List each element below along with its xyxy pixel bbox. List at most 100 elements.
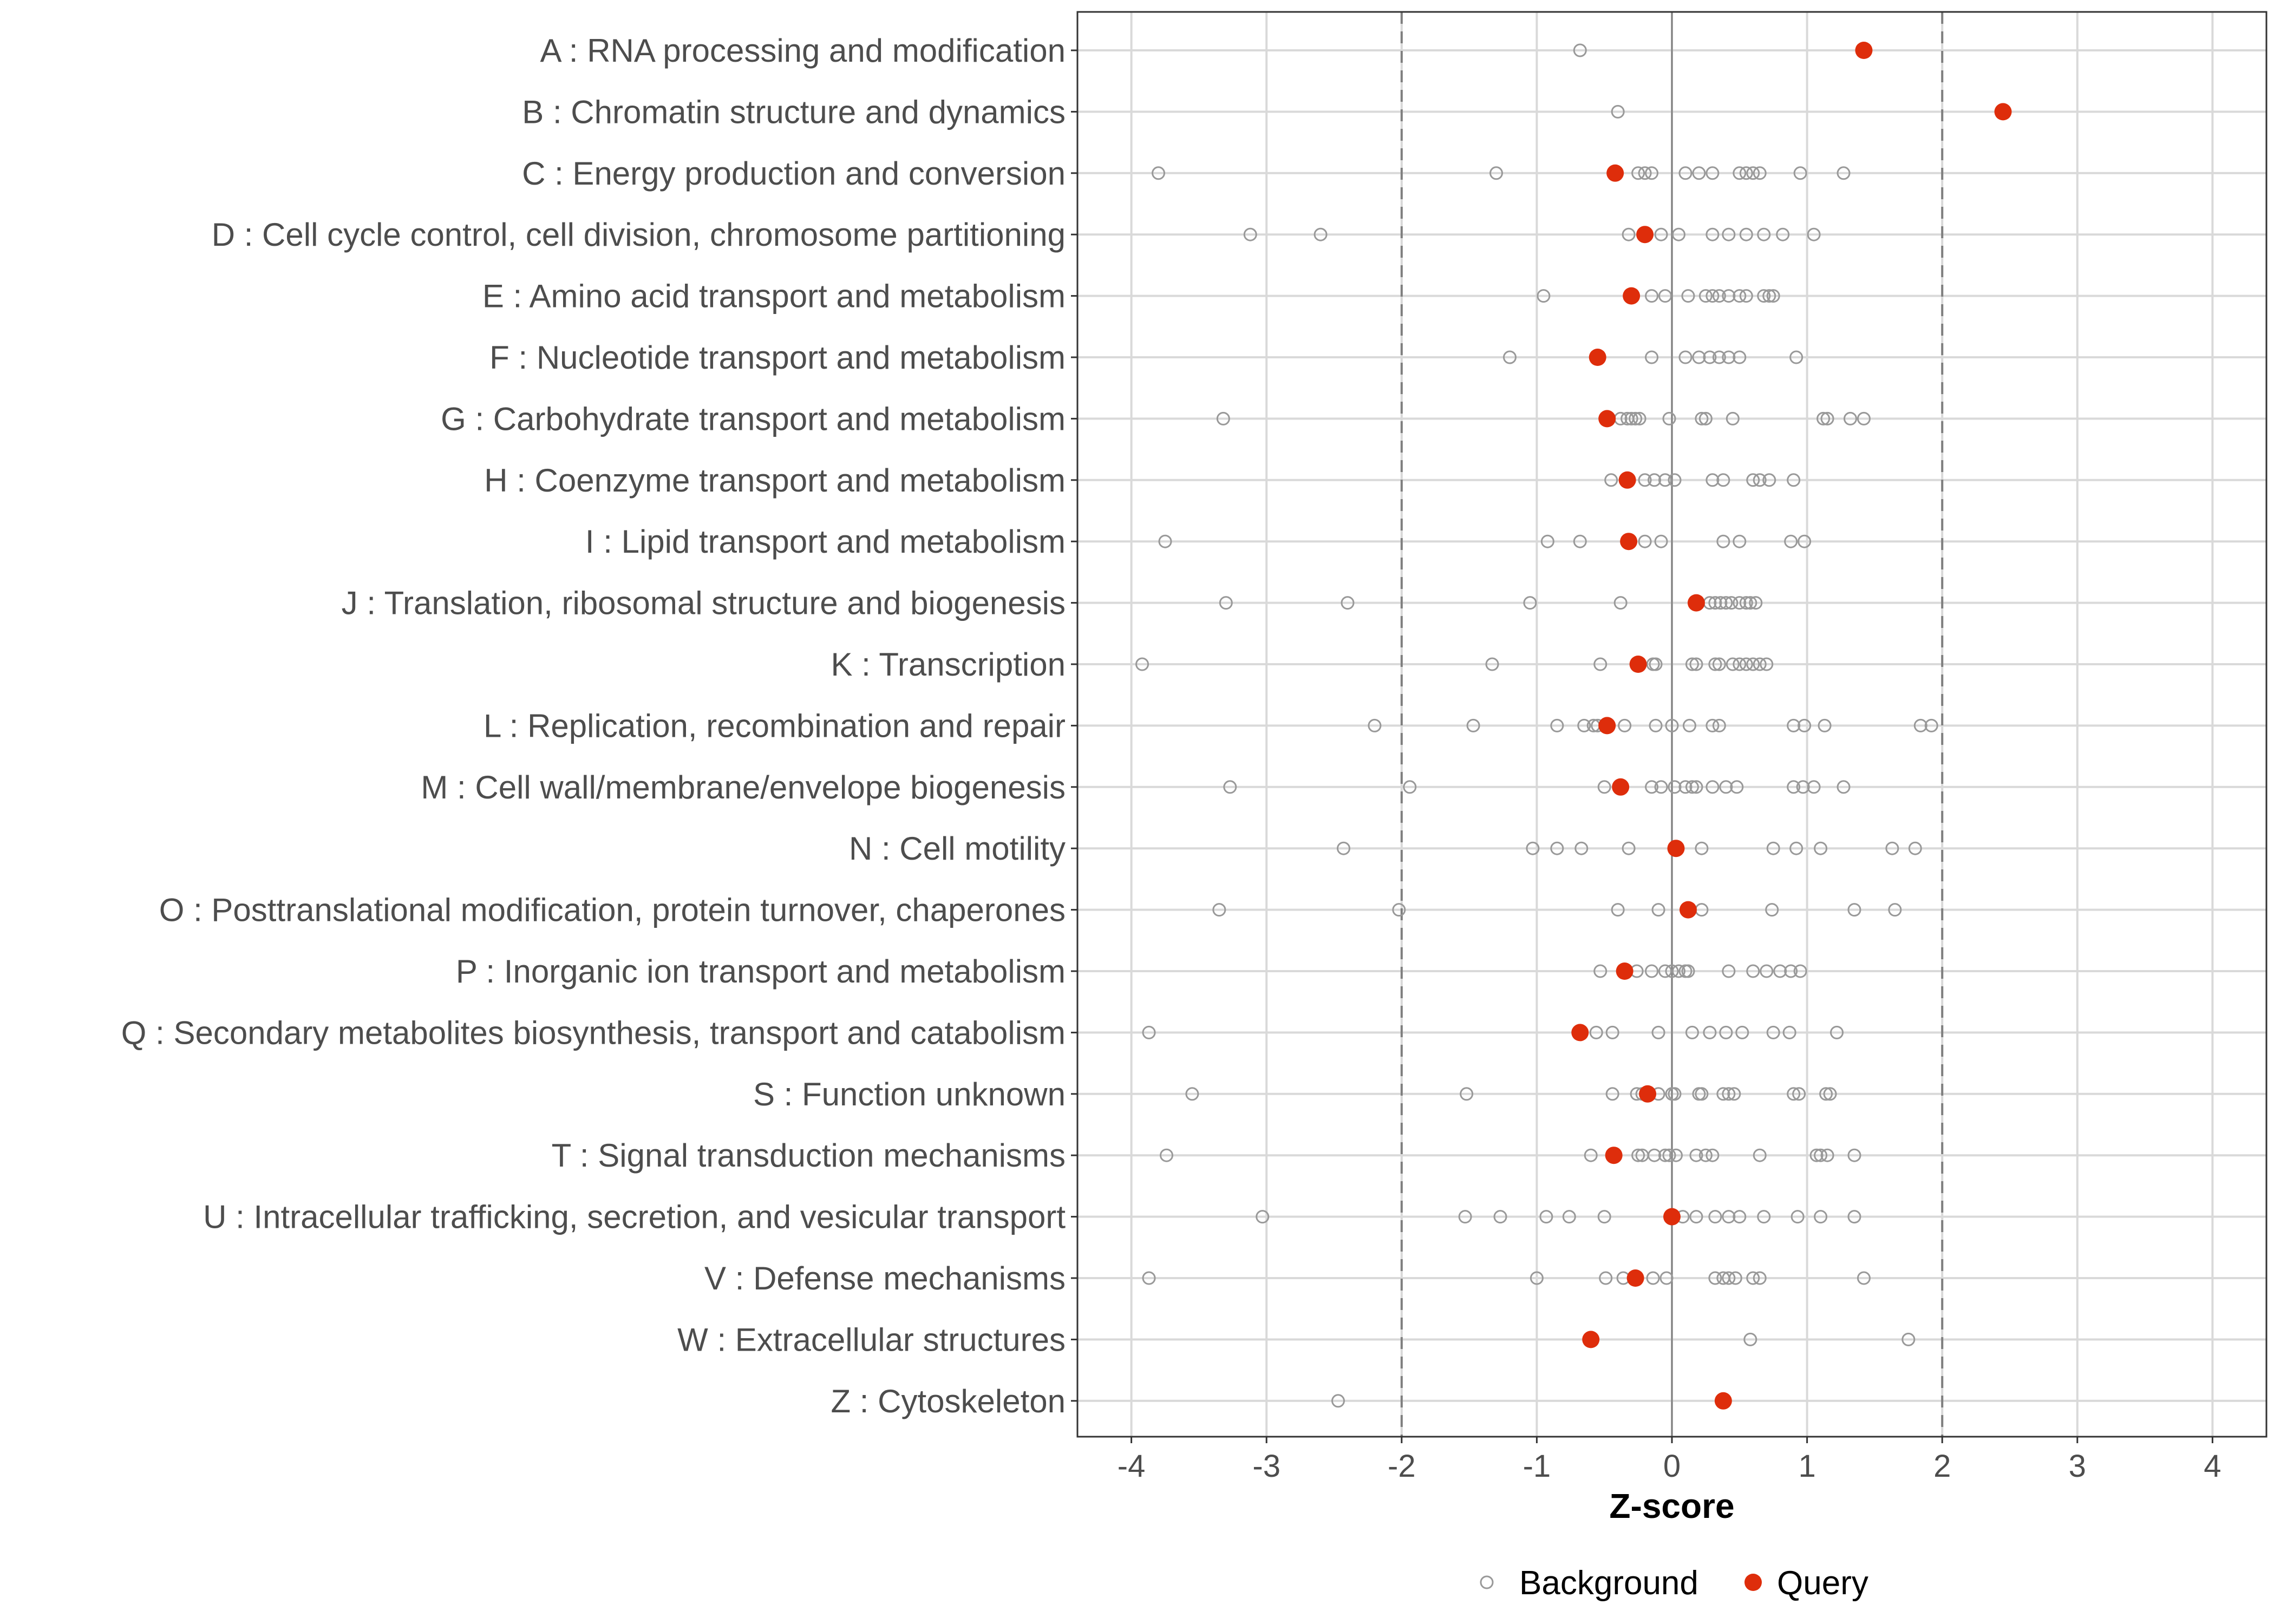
background-point	[1493, 1210, 1507, 1224]
category-label: L : Replication, recombination and repai…	[483, 708, 1066, 744]
background-point	[1773, 964, 1787, 978]
background-point	[1632, 411, 1646, 425]
background-point	[1776, 227, 1790, 241]
background-point	[1739, 166, 1753, 180]
background-point	[1766, 841, 1780, 855]
background-point	[1706, 289, 1720, 303]
category-label: B : Chromatin structure and dynamics	[522, 94, 1066, 130]
background-point	[1658, 473, 1672, 487]
category-label: G : Carbohydrate transport and metabolis…	[441, 401, 1066, 437]
reference-lines	[1400, 12, 1944, 1437]
x-tick-label: 1	[1798, 1449, 1815, 1484]
query-point	[1589, 349, 1606, 366]
background-point	[1708, 1271, 1722, 1285]
category-label: E : Amino acid transport and metabolism	[482, 278, 1066, 315]
background-point	[1739, 657, 1753, 671]
query-point	[1667, 840, 1685, 857]
background-point	[1823, 1087, 1837, 1101]
background-point	[1669, 1148, 1683, 1162]
background-point	[1611, 903, 1625, 917]
background-point	[1753, 473, 1767, 487]
background-point	[1739, 227, 1753, 241]
background-point	[1818, 718, 1832, 732]
background-point	[1753, 657, 1767, 671]
background-point	[1142, 1271, 1156, 1285]
background-point	[1654, 227, 1668, 241]
category-label: T : Signal transduction mechanisms	[552, 1137, 1066, 1174]
background-point	[1624, 411, 1638, 425]
background-points	[1135, 43, 1938, 1408]
background-point	[1722, 289, 1736, 303]
background-point	[1760, 964, 1774, 978]
background-point	[1659, 1271, 1674, 1285]
background-point	[1820, 411, 1834, 425]
background-point	[1523, 596, 1537, 610]
background-point	[1924, 718, 1938, 732]
background-point	[1706, 473, 1720, 487]
query-points	[1571, 42, 2012, 1410]
x-tick-label: -1	[1523, 1449, 1551, 1484]
background-point	[1622, 227, 1636, 241]
background-point	[1658, 289, 1672, 303]
background-point	[1787, 780, 1801, 794]
query-point	[1639, 1085, 1657, 1103]
background-point	[1726, 411, 1740, 425]
background-point	[1746, 964, 1760, 978]
background-point	[1678, 350, 1693, 364]
background-point	[1787, 473, 1801, 487]
background-point	[1706, 227, 1720, 241]
background-point	[1460, 1087, 1474, 1101]
background-point	[1706, 718, 1720, 732]
background-point	[1685, 657, 1699, 671]
x-tick-label: 2	[1933, 1449, 1951, 1484]
background-point	[1722, 1087, 1736, 1101]
background-point	[1784, 964, 1798, 978]
background-point	[1791, 1210, 1805, 1224]
category-label: K : Transcription	[831, 646, 1066, 683]
background-point	[1746, 657, 1760, 671]
background-point	[1392, 903, 1406, 917]
query-point	[1582, 1331, 1600, 1348]
x-axis-title: Z-score	[1609, 1487, 1734, 1525]
background-point	[1223, 780, 1237, 794]
background-point	[1746, 166, 1760, 180]
background-point	[1757, 1210, 1771, 1224]
background-point	[1689, 1148, 1703, 1162]
background-point	[1719, 596, 1733, 610]
background-point	[1888, 903, 1902, 917]
background-point	[1649, 657, 1663, 671]
background-point	[1695, 1087, 1709, 1101]
background-point	[1314, 227, 1328, 241]
query-point	[1598, 410, 1616, 428]
background-point	[1550, 841, 1564, 855]
query-point	[1605, 1147, 1623, 1164]
legend-background-label: Background	[1519, 1564, 1698, 1602]
background-point	[1597, 780, 1611, 794]
category-label: U : Intracellular trafficking, secretion…	[203, 1199, 1066, 1235]
background-point	[1695, 841, 1709, 855]
background-point	[1757, 289, 1771, 303]
background-point	[1766, 1025, 1780, 1039]
background-point	[1857, 411, 1871, 425]
background-point	[1698, 1148, 1713, 1162]
background-point	[1648, 473, 1662, 487]
background-point	[1814, 841, 1828, 855]
background-point	[1658, 964, 1672, 978]
background-point	[1681, 289, 1695, 303]
background-point	[1597, 1210, 1611, 1224]
background-point	[1793, 964, 1807, 978]
background-point	[1760, 657, 1774, 671]
background-point	[1766, 289, 1780, 303]
query-point	[1636, 226, 1654, 244]
background-point	[1368, 718, 1382, 732]
background-point	[1733, 596, 1747, 610]
background-point	[1689, 657, 1703, 671]
query-point	[1612, 778, 1630, 796]
category-label: C : Energy production and conversion	[522, 155, 1066, 192]
background-point	[1678, 166, 1693, 180]
background-point	[1645, 166, 1659, 180]
background-point	[1787, 718, 1801, 732]
background-point	[1739, 596, 1753, 610]
background-point	[1662, 411, 1676, 425]
